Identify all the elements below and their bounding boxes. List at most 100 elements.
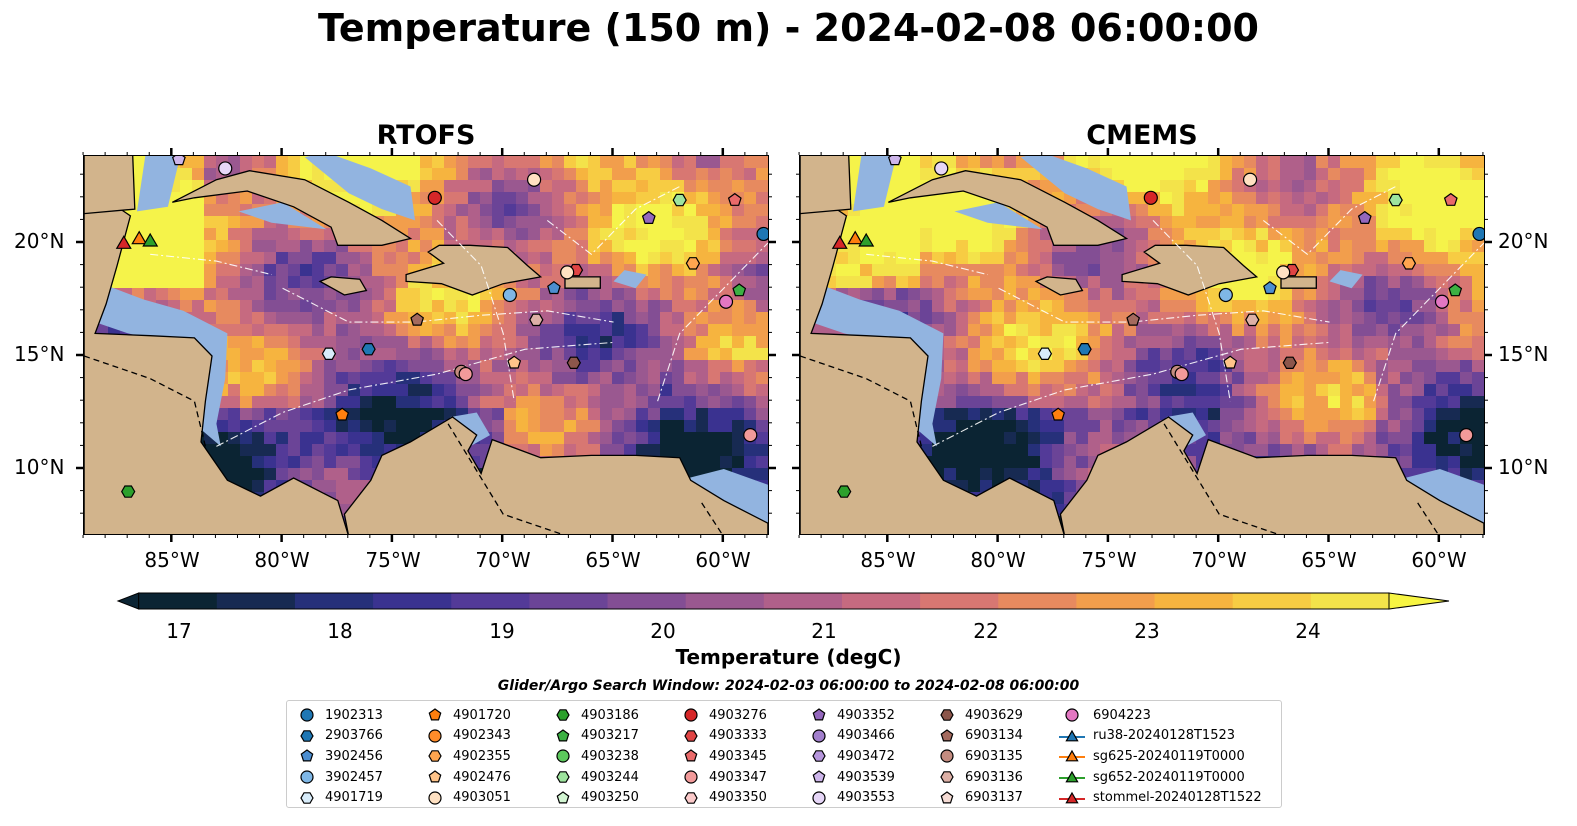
float-marker-4903539 (887, 156, 902, 166)
legend-column-6: 4903629 6903134 6903135 6903136 6903137 (937, 705, 1023, 808)
legend-item: stommel-20240128T1522 (1059, 787, 1262, 808)
map-rtofs (84, 156, 768, 534)
float-marker-4903629 (566, 356, 581, 369)
colorbar-tick-21: 21 (811, 619, 837, 643)
lat-label-10n-left: 10°N (14, 455, 65, 479)
lon-label-60w-a: 60°W (695, 548, 751, 572)
float-marker-6904223 (1434, 294, 1450, 309)
lon-label-85w-a: 85°W (144, 548, 200, 572)
circle-marker-icon (1065, 708, 1079, 722)
colorbar (116, 592, 1450, 610)
float-marker-4902355 (685, 257, 701, 270)
search-window-text: Glider/Argo Search Window: 2024-02-03 06… (497, 678, 1080, 694)
glider-marker-sg625-20240119T0000 (847, 230, 864, 245)
legend-item: 4903472 (809, 746, 895, 767)
float-marker-4901720 (1051, 407, 1066, 421)
float-marker-4903051 (560, 265, 575, 280)
panel-title-rtofs: RTOFS (376, 120, 476, 151)
triangle-line-icon (1059, 750, 1085, 762)
legend-item: 4903051 (425, 787, 511, 808)
pentagon-marker-icon (812, 708, 826, 721)
legend-column-2: 4901720 4902343 4902355 4902476 4903051 (425, 705, 511, 808)
legend-item: 6904223 (1059, 705, 1262, 726)
legend-item: 4901720 (425, 705, 511, 726)
hexagon-marker-icon (940, 771, 954, 783)
pentagon-marker-icon (940, 729, 954, 742)
legend-item: 4901719 (297, 787, 383, 808)
glider-marker-sg625-20240119T0000 (131, 230, 148, 245)
hexagon-marker-icon (684, 791, 698, 804)
circle-marker-icon (428, 729, 442, 743)
circle-marker-icon (812, 729, 826, 743)
float-marker-4902355 (1401, 257, 1417, 270)
legend-item: 4903244 (553, 767, 639, 788)
map-panel-cmems[interactable] (799, 155, 1485, 535)
legend-item: 4903347 (681, 767, 767, 788)
colorbar-tick-20: 20 (650, 619, 676, 643)
float-marker-3902456 (547, 280, 561, 295)
float-marker-4903276 (1143, 190, 1158, 205)
map-panel-rtofs[interactable] (83, 155, 769, 535)
legend-item: 3902457 (297, 767, 383, 788)
float-marker-4903244 (672, 193, 687, 207)
float-marker-4902476 (1223, 355, 1238, 369)
legend-item: 3902456 (297, 746, 383, 767)
float-marker-4903347 (458, 366, 473, 382)
legend-item: 4903276 (681, 705, 767, 726)
lat-label-15n-left: 15°N (14, 342, 65, 366)
pentagon-marker-icon (556, 790, 570, 804)
float-marker-4903217 (1448, 283, 1463, 297)
float-marker-1902313 (756, 226, 768, 242)
float-marker-4903051 (526, 172, 542, 187)
circle-marker-icon (300, 770, 314, 784)
legend-item: 4903352 (809, 705, 895, 726)
legend-item: 4903238 (553, 746, 639, 767)
float-marker-6903134 (410, 312, 425, 326)
lon-label-80w-a: 80°W (254, 548, 310, 572)
float-marker-4903217 (732, 283, 747, 297)
hexagon-marker-icon (428, 750, 442, 763)
float-marker-4903352 (641, 210, 656, 225)
float-marker-4903347 (743, 428, 758, 443)
circle-marker-icon (940, 749, 954, 764)
float-marker-4903276 (427, 190, 442, 205)
colorbar-tick-22: 22 (973, 619, 999, 643)
lon-label-75w-a: 75°W (365, 548, 421, 572)
map-cmems (800, 156, 1484, 534)
legend-item: 4903345 (681, 746, 767, 767)
lon-label-85w-b: 85°W (860, 548, 916, 572)
float-marker-4903629 (1282, 356, 1297, 369)
colorbar-tick-18: 18 (327, 619, 353, 643)
legend-item: 4903217 (553, 726, 639, 747)
lon-label-60w-b: 60°W (1411, 548, 1467, 572)
colorbar-tick-17: 17 (166, 619, 192, 643)
float-marker-4903347 (1174, 366, 1189, 382)
float-marker-4902476 (507, 355, 522, 369)
glider-marker-stommel-20240128T1522 (115, 235, 132, 249)
float-marker-6903136 (1245, 313, 1260, 327)
legend-item: ru38-20240128T1523 (1059, 726, 1262, 747)
glider-marker-sg652-20240119T0000 (858, 232, 875, 247)
float-marker-1902313 (1472, 226, 1484, 242)
float-marker-4903051 (1242, 172, 1258, 187)
legend-item: 1902313 (297, 705, 383, 726)
pentagon-marker-icon (684, 749, 698, 762)
float-marker-4903345 (1443, 192, 1458, 206)
circle-marker-icon (812, 791, 826, 805)
pentagon-marker-icon (300, 749, 314, 762)
float-marker-4903244 (1388, 193, 1403, 207)
float-marker-2903766 (361, 343, 376, 356)
hexagon-marker-icon (300, 730, 314, 742)
float-marker-6904223 (718, 294, 734, 309)
legend-item: sg625-20240119T0000 (1059, 746, 1262, 767)
legend-column-5: 4903352 4903466 4903472 4903539 4903553 (809, 705, 895, 808)
legend-item: 6903135 (937, 746, 1023, 767)
float-marker-3902457 (502, 287, 517, 303)
hexagon-marker-icon (812, 750, 826, 763)
float-marker-4903051 (1276, 265, 1291, 280)
legend-item: 4903333 (681, 726, 767, 747)
lon-label-80w-b: 80°W (970, 548, 1026, 572)
legend-item: 6903137 (937, 787, 1023, 808)
circle-marker-icon (428, 791, 442, 805)
float-marker-3902457 (1218, 287, 1233, 303)
